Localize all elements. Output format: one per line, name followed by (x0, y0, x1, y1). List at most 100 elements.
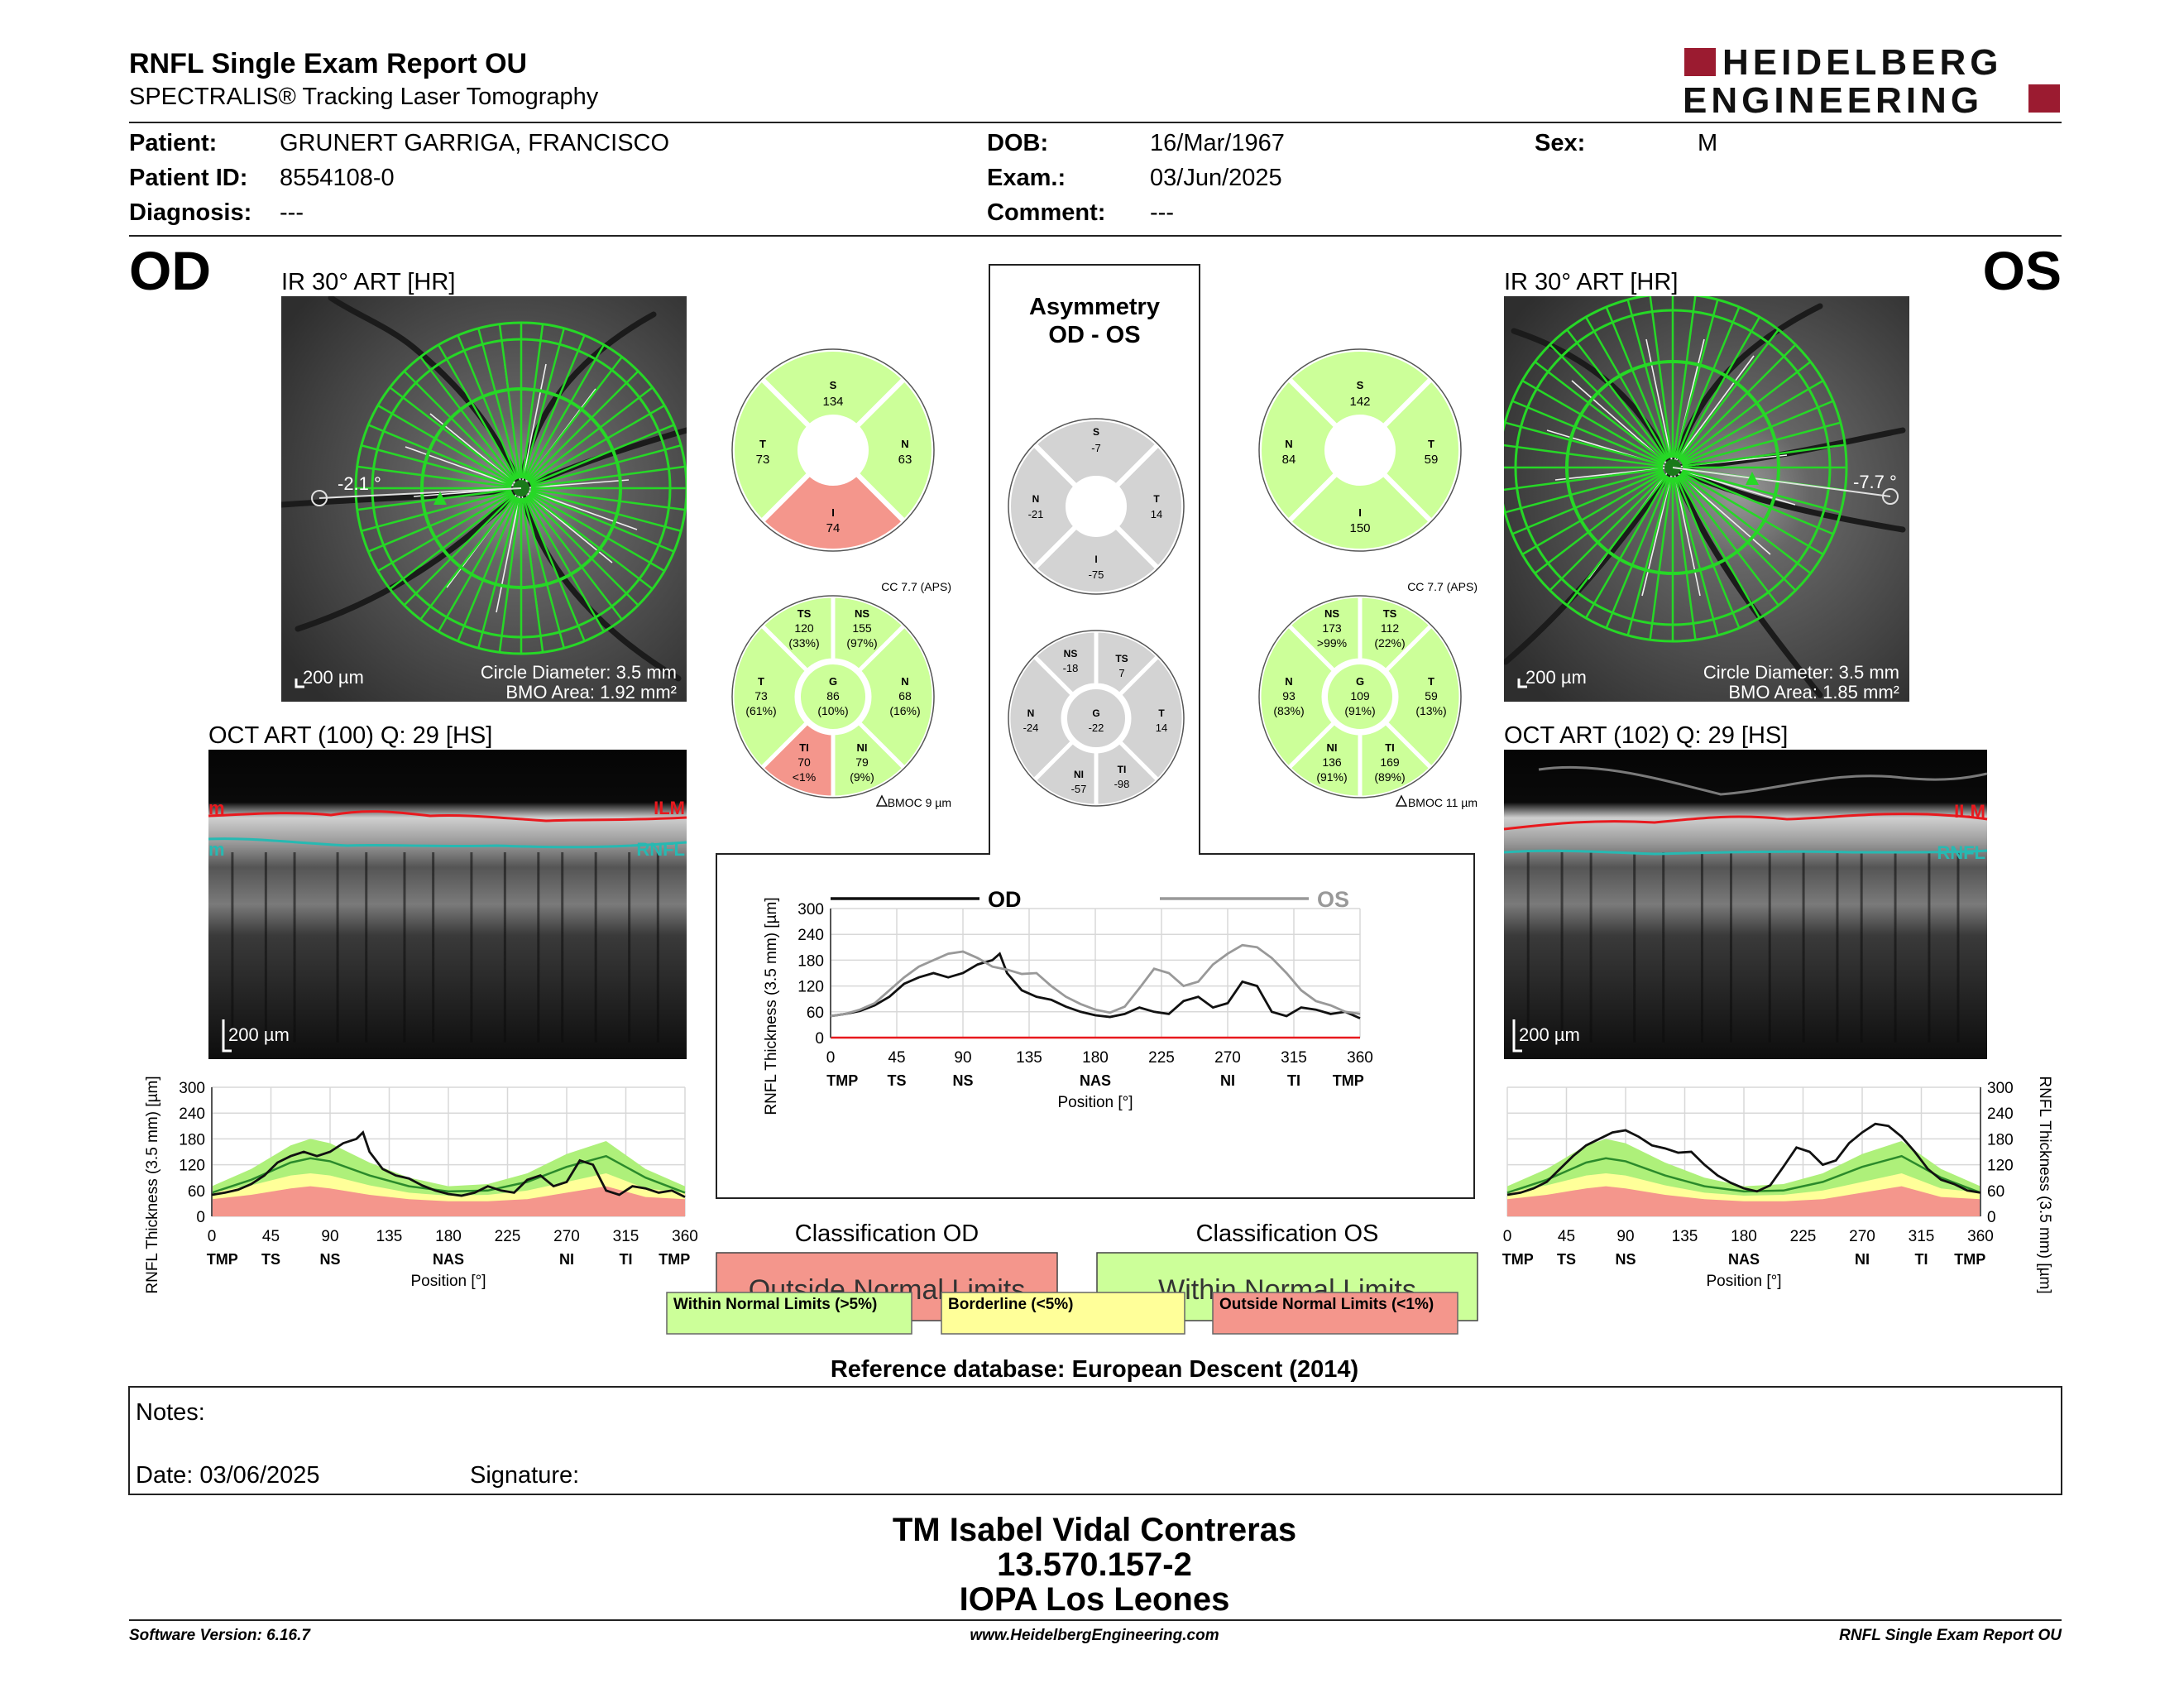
label-g: G (829, 675, 837, 688)
scan-spoke (457, 496, 519, 642)
legend-os-label: OS (1317, 887, 1349, 912)
value-n: 93 (1282, 689, 1296, 703)
scan-spoke (522, 497, 565, 649)
legend-borderline (941, 1292, 1185, 1335)
scan-spoke (498, 497, 521, 653)
sector-axis-label: TI (620, 1251, 633, 1268)
pct-ns: >99% (1317, 636, 1347, 650)
x-tick: 45 (262, 1228, 280, 1245)
footer-url[interactable]: www.HeidelbergEngineering.com (970, 1627, 1219, 1644)
os-oct-scale: 200 µm (1519, 1024, 1580, 1045)
sector-axis-label: NAS (1080, 1072, 1111, 1089)
y-tick: 0 (1987, 1209, 1996, 1226)
os-sector-diagram: NS173>99%TS112(22%)N93(83%)G109(91%)T59(… (1257, 593, 1463, 800)
od-oct-scale-icon (222, 1019, 232, 1053)
x-tick: 270 (1214, 1049, 1241, 1067)
pct-g: (10%) (817, 704, 848, 717)
asym-quadrant-diagram: S -7 N -21 T 14 I -75 (1006, 416, 1186, 597)
scan-spoke (389, 386, 515, 483)
label-s: S (1357, 379, 1364, 391)
legend-outside-label: Outside Normal Limits (<1%) (1219, 1296, 1434, 1313)
sector-axis-label: TMP (1333, 1072, 1364, 1089)
diagram-outline (1258, 595, 1462, 798)
y-tick: 120 (1987, 1158, 2014, 1175)
label-i: I (831, 506, 835, 519)
legend-od-label: OD (988, 887, 1022, 912)
od-sector-diagram: TS120(33%)NS155(97%)T73(61%)G86(10%)N68(… (730, 593, 936, 800)
pct-ts: (22%) (1374, 636, 1405, 650)
sector-diagrams: S134T73N63I74S142N84T59I150S-7N-21T14I-7… (730, 347, 1463, 808)
label-n: N (1027, 707, 1035, 719)
scan-spoke (361, 489, 512, 532)
legend-borderline-label: Borderline (<5%) (948, 1296, 1074, 1313)
pct-ns: (97%) (846, 636, 877, 650)
sector-g (797, 661, 869, 732)
sector-axis-label: TS (1557, 1251, 1576, 1268)
od-oct-scale: 200 µm (228, 1024, 290, 1045)
notes-label: Notes: (136, 1399, 205, 1426)
os-bmoc: BMOC 11 µm (1408, 796, 1478, 809)
scan-spoke (1626, 477, 1672, 636)
scan-spoke (1534, 361, 1666, 463)
od-ilm-partial: m (208, 798, 225, 818)
diagram-outline (1008, 418, 1185, 595)
scan-spoke (1521, 379, 1665, 464)
sex-label: Sex: (1535, 130, 1585, 156)
os-oct-scale-icon (1512, 1019, 1522, 1053)
scan-spoke (419, 356, 516, 482)
od-angle: -2.1 ° (338, 473, 381, 494)
scan-spoke (1679, 343, 1797, 462)
value-t: 14 (1151, 508, 1162, 520)
sector-axis-label: NAS (1728, 1251, 1760, 1268)
scan-spoke (1584, 475, 1669, 619)
value-n: -24 (1023, 722, 1039, 734)
label-ts: TS (1115, 653, 1128, 664)
label-t: T (1153, 493, 1160, 505)
label-i: I (1094, 554, 1097, 565)
sector-axis-label: TMP (826, 1072, 858, 1089)
label-ni: NI (1327, 741, 1338, 754)
scan-spoke (1549, 473, 1667, 592)
label-t: T (1158, 707, 1165, 719)
scan-spoke (1511, 470, 1664, 535)
y-tick: 300 (1987, 1080, 2014, 1097)
y-tick: 0 (815, 1030, 824, 1048)
notes-signature: Signature: (470, 1462, 579, 1489)
eye-label-os: OS (1983, 240, 2062, 301)
asymmetry-panel (716, 264, 1475, 1199)
sector-axis-label: TS (887, 1072, 906, 1089)
value-s: -7 (1091, 442, 1101, 454)
scan-spoke (1681, 470, 1834, 535)
x-tick: 180 (1082, 1049, 1109, 1067)
os-angle: -7.7 ° (1853, 472, 1897, 492)
x-tick: 135 (1672, 1228, 1698, 1245)
scan-spoke (477, 497, 520, 649)
os-quadrant-diagram: S 142 N 84 T 59 I 150 (1257, 347, 1463, 554)
scan-spoke (524, 496, 586, 642)
scan-spoke (437, 344, 518, 481)
label-n: N (1032, 493, 1040, 505)
scan-spoke (524, 496, 606, 632)
x-tick: 135 (376, 1228, 403, 1245)
sector-axis-label: NI (1220, 1072, 1235, 1089)
y-tick: 120 (797, 979, 824, 996)
comment-label: Comment: (987, 199, 1105, 226)
scan-spoke (403, 494, 515, 607)
scan-spoke (530, 488, 686, 511)
scan-spoke (361, 444, 512, 487)
report-subtitle: SPECTRALIS® Tracking Laser Tomography (129, 84, 599, 110)
scan-spoke (419, 495, 516, 621)
logo-line2: ENGINEERING (1683, 80, 1983, 121)
x-tick: 225 (495, 1228, 521, 1245)
od-rnfl-partial: m (208, 839, 225, 860)
scan-spoke (1678, 328, 1779, 461)
label-g: G (1356, 675, 1364, 688)
patient-info: Patient: GRUNERT GARRIGA, FRANCISCO Pati… (129, 130, 1717, 226)
x-tick: 135 (1016, 1049, 1042, 1067)
scan-spoke (530, 465, 686, 488)
legend-normal (666, 1292, 912, 1335)
scan-spoke (1679, 472, 1812, 574)
value-ns: 173 (1322, 621, 1342, 635)
od-ilm-line (208, 810, 687, 822)
label-ti: TI (799, 741, 809, 754)
